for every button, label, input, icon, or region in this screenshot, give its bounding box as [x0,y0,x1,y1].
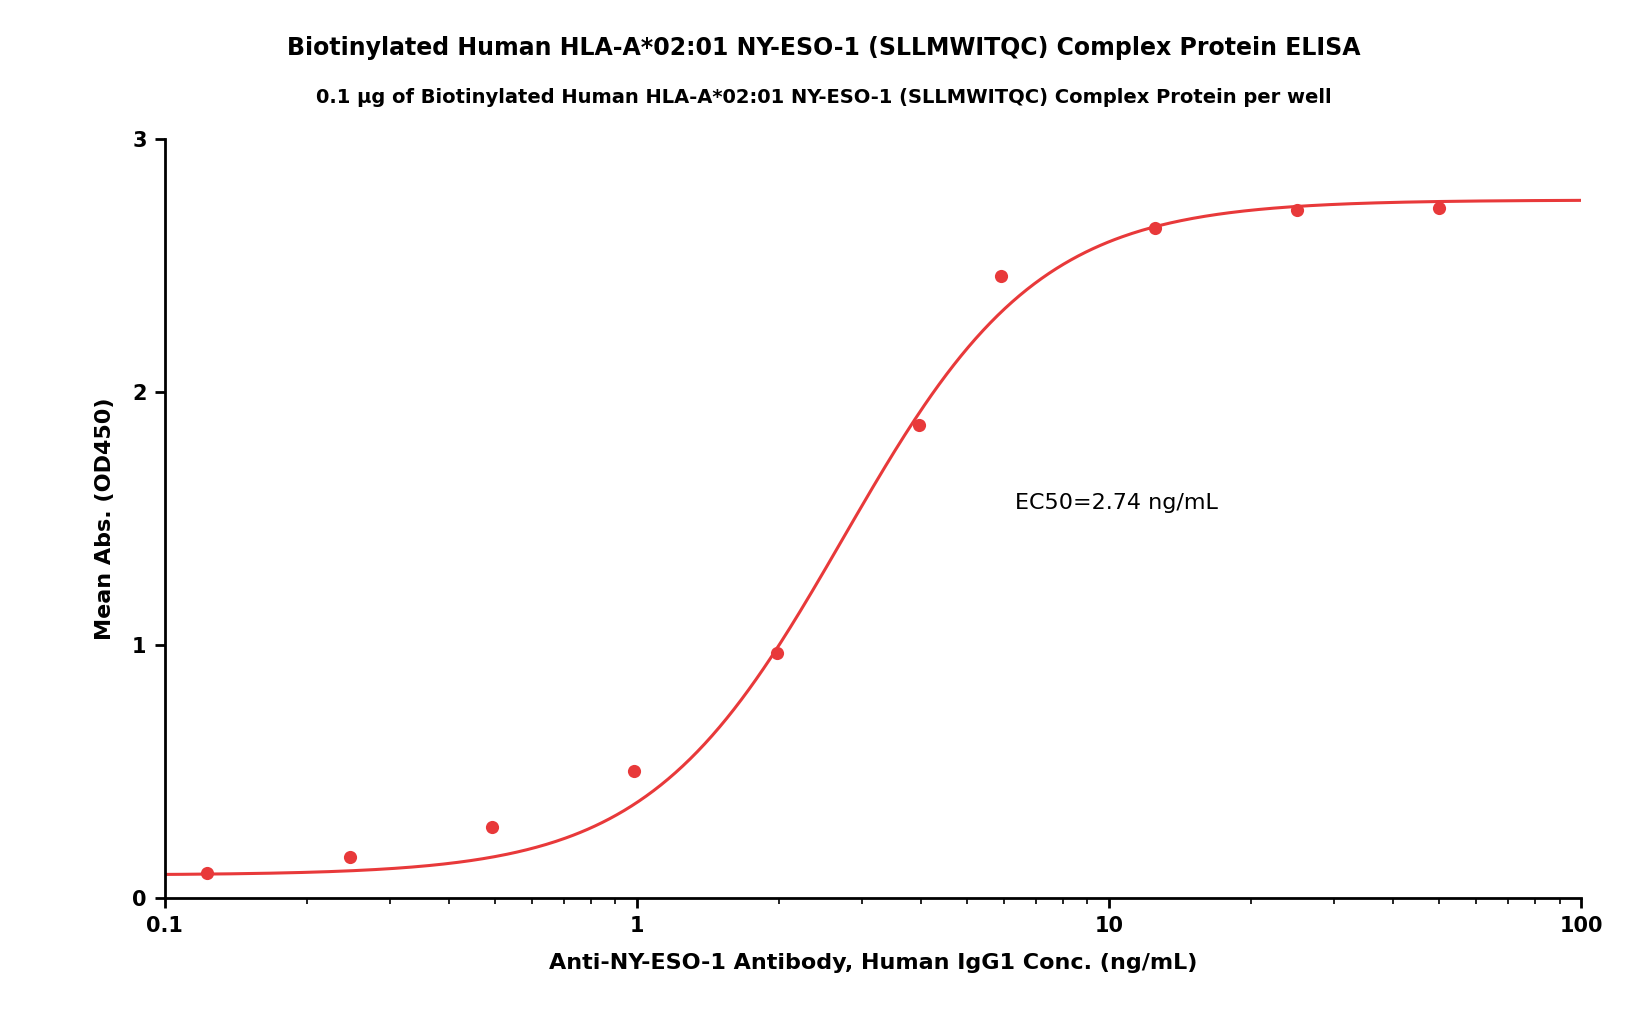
Point [1283,202,1309,219]
Point [1426,199,1453,216]
Point [906,417,932,433]
Point [338,849,364,866]
Text: Biotinylated Human HLA-A*02:01 NY-ESO-1 (SLLMWITQC) Complex Protein ELISA: Biotinylated Human HLA-A*02:01 NY-ESO-1 … [287,36,1360,60]
X-axis label: Anti-NY-ESO-1 Antibody, Human IgG1 Conc. (ng/mL): Anti-NY-ESO-1 Antibody, Human IgG1 Conc.… [548,953,1197,972]
Point [988,267,1015,284]
Point [764,644,791,660]
Y-axis label: Mean Abs. (OD450): Mean Abs. (OD450) [96,397,115,640]
Point [479,818,506,835]
Text: 0.1 μg of Biotinylated Human HLA-A*02:01 NY-ESO-1 (SLLMWITQC) Complex Protein pe: 0.1 μg of Biotinylated Human HLA-A*02:01… [316,88,1331,106]
Point [621,764,647,780]
Point [1141,220,1168,236]
Point [194,865,221,881]
Text: EC50=2.74 ng/mL: EC50=2.74 ng/mL [1015,493,1217,513]
